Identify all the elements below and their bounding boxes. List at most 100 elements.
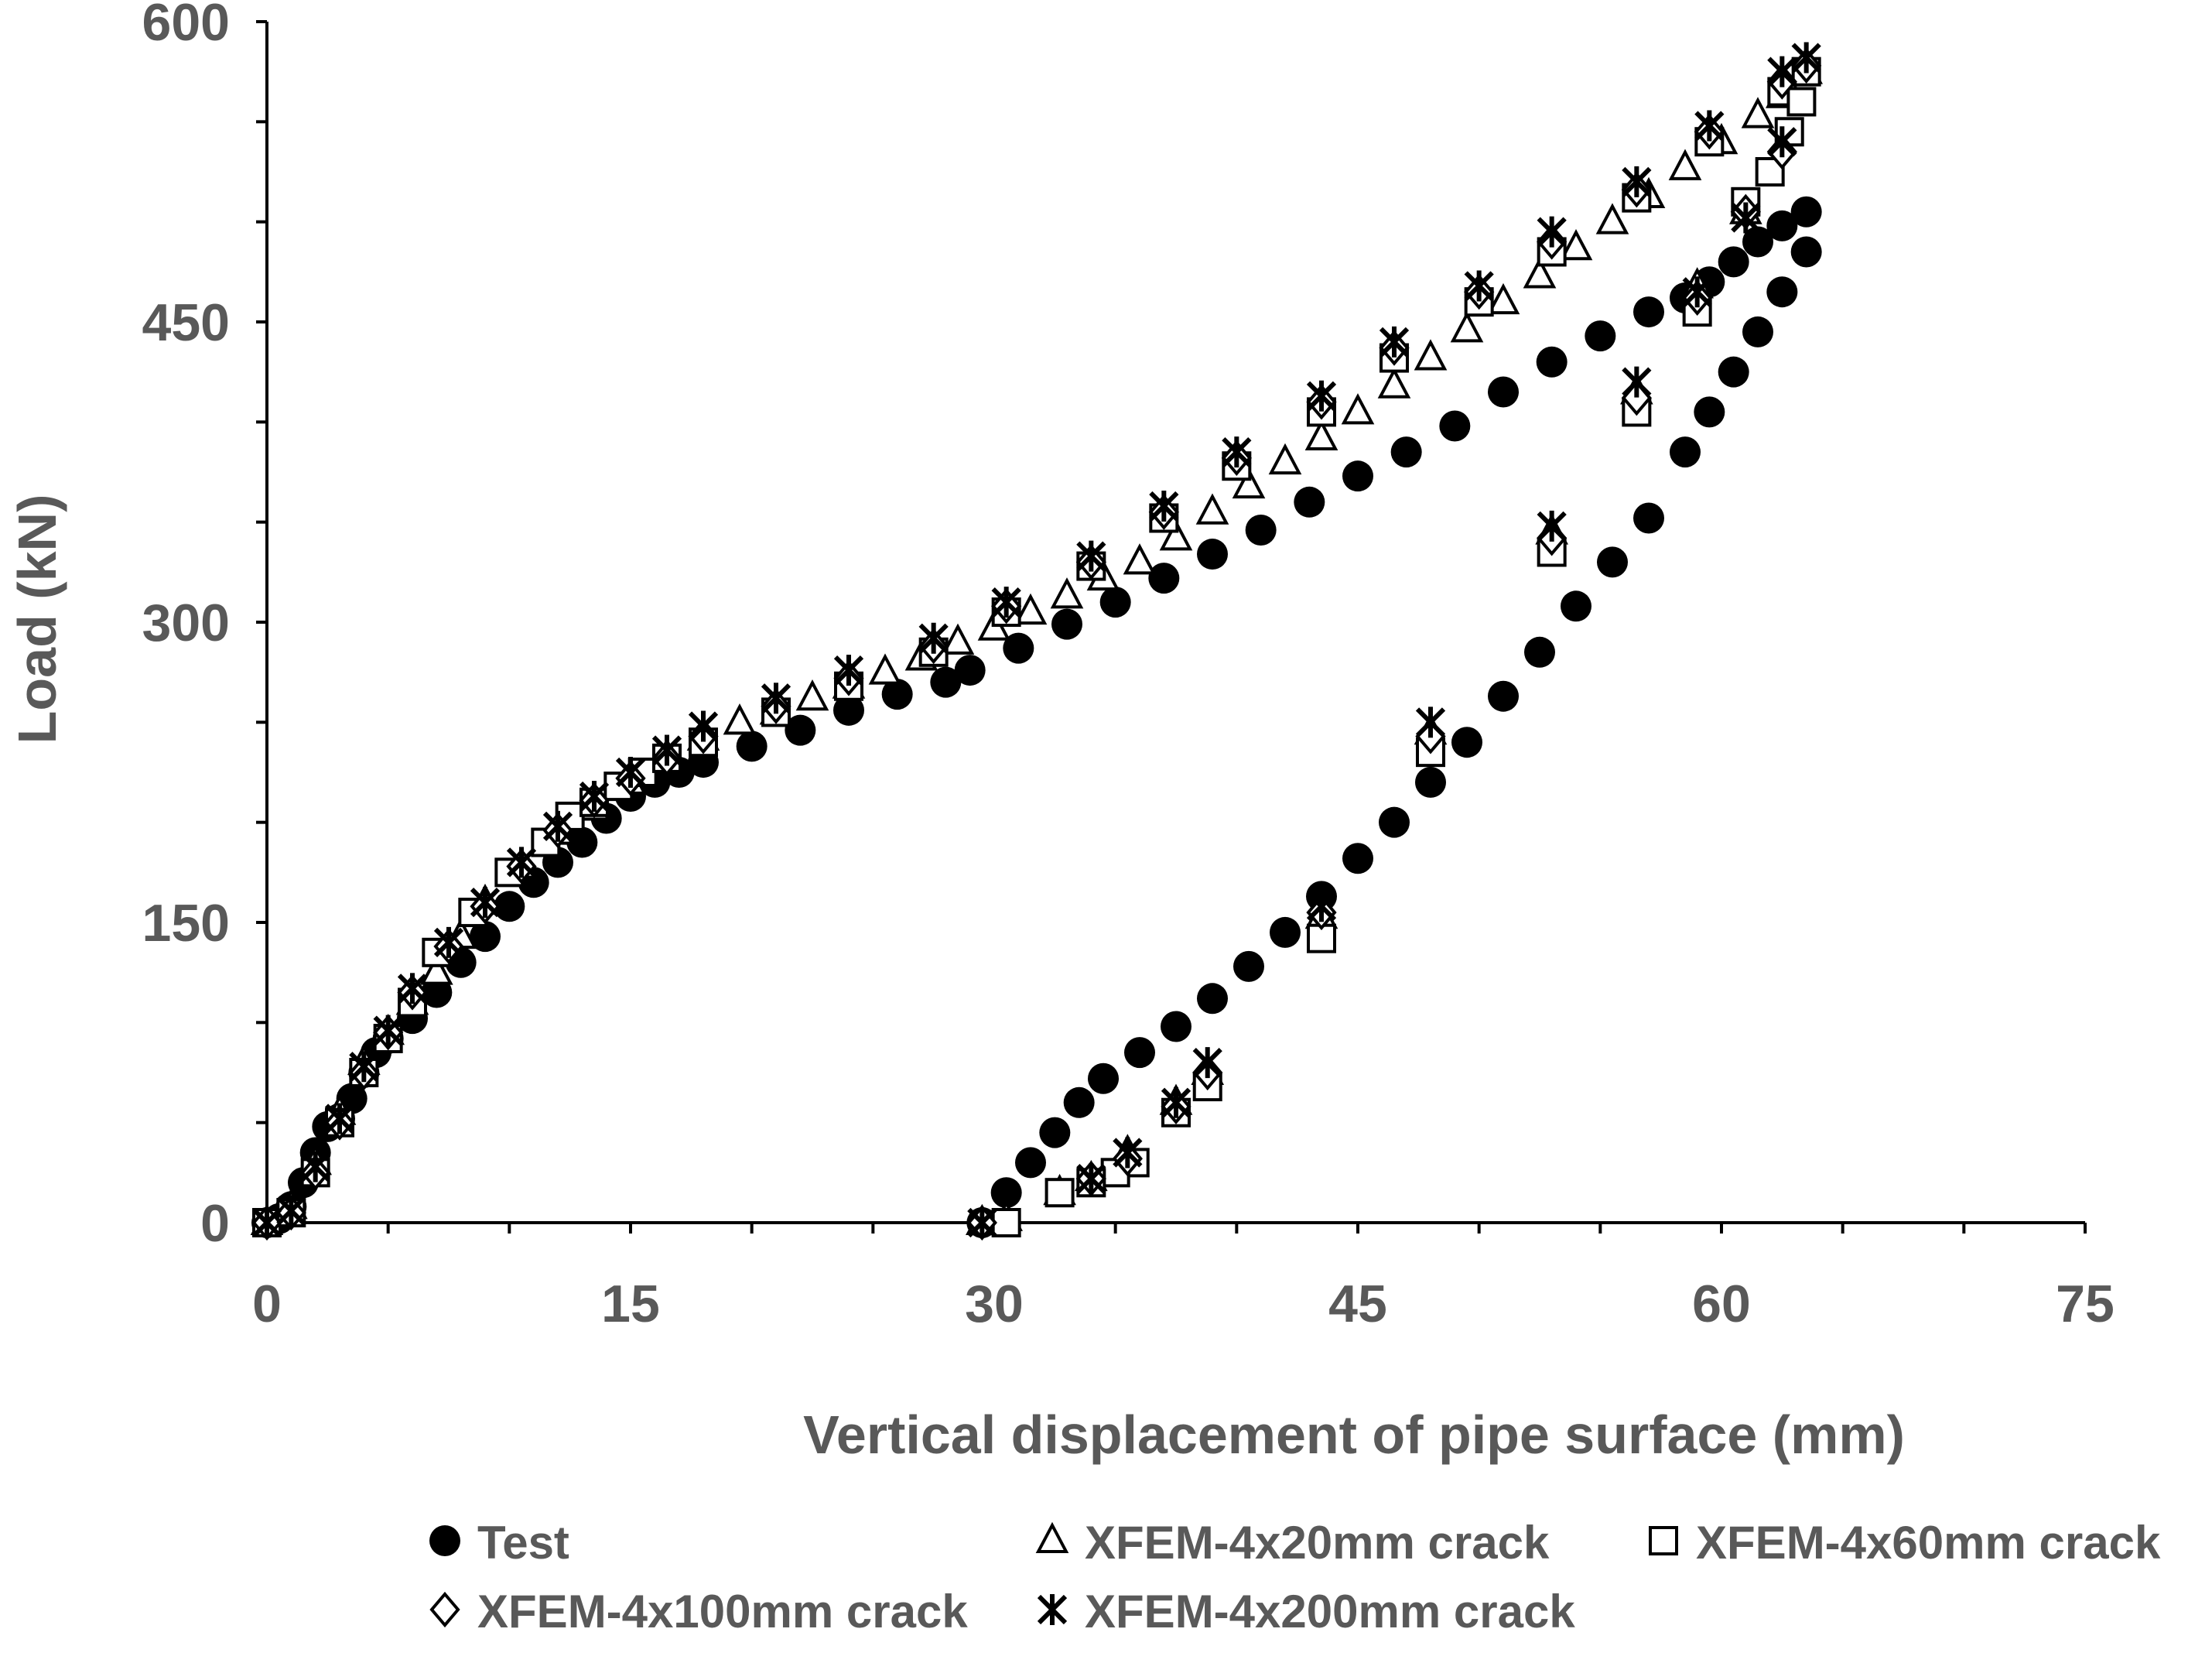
data-point xyxy=(1051,579,1082,609)
data-point xyxy=(1294,486,1325,518)
legend-marker xyxy=(1039,1594,1065,1625)
data-point xyxy=(1718,356,1749,388)
data-point xyxy=(1451,727,1482,758)
data-point xyxy=(1417,707,1444,737)
data-point xyxy=(1786,87,1817,117)
data-point xyxy=(1233,950,1264,982)
data-point xyxy=(1539,217,1565,248)
data-point xyxy=(1439,410,1471,442)
data-point xyxy=(1524,636,1555,668)
data-point xyxy=(1670,436,1701,468)
data-point xyxy=(1342,460,1373,492)
data-point xyxy=(1766,276,1798,308)
y-axis-title: Load (kN) xyxy=(7,494,67,744)
legend: Test XFEM-4x20mm crack XFEM-4x60mm crack XF… xyxy=(429,1517,2161,1637)
data-point xyxy=(1051,608,1082,640)
data-point xyxy=(1451,313,1482,343)
data-point xyxy=(1197,494,1228,525)
data-point xyxy=(954,655,986,686)
data-point xyxy=(797,681,828,711)
series-open-square xyxy=(252,56,1821,1237)
data-point xyxy=(1561,590,1591,622)
x-tick-label: 75 xyxy=(2056,1275,2115,1333)
legend-entry: XFEM-4x200mm crack xyxy=(1039,1586,1575,1637)
legend-label: XFEM-4x60mm crack xyxy=(1696,1517,2161,1569)
data-point xyxy=(1148,563,1180,594)
axes: 0 150 300 450 600 0 15 30 45 60 75 xyxy=(142,0,2115,1333)
data-point xyxy=(1415,340,1446,371)
series-asterisk xyxy=(254,43,1820,1238)
data-point xyxy=(1044,1178,1075,1208)
x-tick-label: 45 xyxy=(1328,1275,1387,1333)
data-point xyxy=(1195,1047,1221,1078)
data-point xyxy=(1197,983,1228,1015)
data-point xyxy=(1342,395,1373,425)
data-point xyxy=(1488,680,1519,712)
data-point xyxy=(1099,587,1131,618)
data-point xyxy=(1790,236,1822,268)
x-tick-label: 0 xyxy=(252,1275,282,1333)
data-point xyxy=(1488,376,1519,408)
data-point xyxy=(1633,296,1664,328)
y-tick-label: 300 xyxy=(142,594,230,652)
legend-label: XFEM-4x20mm crack xyxy=(1085,1517,1550,1569)
series-open-diamond xyxy=(252,48,1821,1240)
data-point xyxy=(1342,843,1373,874)
data-point xyxy=(1270,445,1301,475)
legend-entry: XFEM-4x20mm crack xyxy=(1037,1517,1550,1569)
data-point xyxy=(1623,166,1650,197)
data-point xyxy=(1536,346,1568,378)
data-point xyxy=(1742,316,1773,347)
data-point xyxy=(1769,56,1795,87)
data-point xyxy=(836,655,862,686)
x-tick-label: 30 xyxy=(965,1275,1024,1333)
series-filled-circle xyxy=(251,196,1822,1238)
series-open-triangle xyxy=(251,54,1822,1235)
x-tick-label: 60 xyxy=(1692,1275,1751,1333)
data-point xyxy=(1415,766,1446,798)
y-tick-label: 600 xyxy=(142,0,230,52)
legend-entry: XFEM-4x100mm crack xyxy=(430,1586,968,1637)
data-point xyxy=(1088,1062,1119,1094)
data-point xyxy=(870,655,901,685)
data-point xyxy=(1390,436,1422,468)
data-point xyxy=(736,731,768,762)
data-point xyxy=(1379,806,1410,838)
series-layer xyxy=(251,43,1822,1238)
data-point xyxy=(1124,545,1155,575)
legend-label: XFEM-4x100mm crack xyxy=(477,1586,968,1637)
data-point xyxy=(1063,1086,1095,1118)
data-point xyxy=(1597,546,1628,578)
data-point xyxy=(1245,515,1277,546)
x-axis-title: Vertical displacement of pipe surface (m… xyxy=(803,1405,1905,1465)
data-point xyxy=(1124,1037,1155,1069)
legend-label: XFEM-4x200mm crack xyxy=(1085,1586,1575,1637)
y-tick-label: 0 xyxy=(200,1194,230,1253)
legend-marker xyxy=(429,1525,460,1556)
data-point xyxy=(1633,502,1664,534)
legend-marker xyxy=(430,1593,460,1627)
data-point xyxy=(1270,916,1301,948)
data-point xyxy=(690,711,716,742)
data-point xyxy=(1379,368,1410,399)
y-tick-label: 150 xyxy=(142,894,230,953)
data-point xyxy=(1161,1011,1191,1042)
data-point xyxy=(1790,196,1822,228)
data-point xyxy=(1039,1117,1071,1148)
legend-marker xyxy=(1037,1524,1068,1553)
data-point xyxy=(1718,246,1749,278)
data-point xyxy=(1585,320,1616,352)
legend-marker xyxy=(1649,1526,1678,1555)
data-point xyxy=(1623,367,1650,398)
legend-label: Test xyxy=(477,1517,569,1569)
legend-entry: XFEM-4x60mm crack xyxy=(1649,1517,2161,1569)
data-point xyxy=(1015,1147,1046,1179)
y-tick-label: 450 xyxy=(142,293,230,352)
data-point xyxy=(1539,511,1565,542)
data-point xyxy=(724,705,755,735)
legend-entry: Test xyxy=(429,1517,569,1569)
data-point xyxy=(1197,539,1228,570)
data-point xyxy=(1694,396,1725,428)
x-tick-label: 15 xyxy=(601,1275,660,1333)
